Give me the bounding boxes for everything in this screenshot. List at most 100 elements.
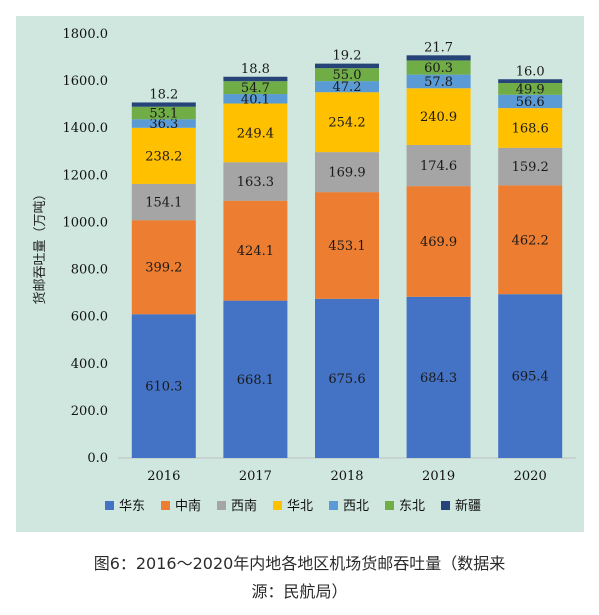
- data-label: 462.2: [512, 233, 549, 248]
- legend-label: 华北: [287, 499, 313, 514]
- bar-segment: [315, 192, 379, 299]
- bar-segment: [315, 81, 379, 93]
- data-label: 399.2: [145, 261, 182, 276]
- bar-segment: [131, 119, 196, 128]
- legend-label: 西南: [231, 498, 257, 514]
- bar-segment: [406, 88, 471, 145]
- y-tick-label: 1600.0: [63, 74, 109, 89]
- bar-segment: [406, 186, 471, 297]
- bar-segment: [223, 200, 288, 301]
- bar-segment: [406, 74, 471, 89]
- legend-label: 中南: [175, 498, 201, 514]
- data-label: 610.3: [145, 380, 182, 395]
- data-label: 40.1: [241, 92, 270, 107]
- y-tick-label: 800.0: [71, 263, 108, 278]
- data-label: 49.9: [516, 82, 545, 97]
- data-label: 36.3: [149, 117, 178, 132]
- data-label: 469.9: [420, 235, 457, 250]
- data-label: 238.2: [145, 149, 182, 164]
- legend-swatch: [105, 501, 114, 510]
- x-tick-label: 2018: [330, 469, 363, 484]
- data-label: 60.3: [424, 61, 453, 76]
- y-tick-label: 0.0: [87, 451, 108, 466]
- data-label: 154.1: [145, 196, 182, 211]
- legend-swatch: [161, 501, 170, 510]
- bar-segment: [498, 147, 563, 186]
- data-label: 19.2: [333, 49, 362, 64]
- legend-swatch: [441, 501, 450, 510]
- bar-segment: [498, 185, 563, 295]
- bar-segment: [223, 300, 288, 458]
- y-tick-label: 200.0: [71, 404, 108, 419]
- figure-caption: 图6：2016～2020年内地各地区机场货邮吞吐量（数据来 源：民航局）: [0, 550, 599, 606]
- bar-segment: [131, 127, 196, 184]
- data-label: 18.2: [149, 87, 178, 102]
- bar-segment: [131, 220, 196, 315]
- bar-segment: [406, 144, 471, 187]
- bar-segment: [315, 68, 379, 82]
- x-tick-label: 2020: [514, 469, 547, 484]
- y-tick-label: 400.0: [71, 357, 108, 372]
- caption-line-2: 源：民航局）: [251, 582, 348, 601]
- bar-segment: [131, 183, 196, 221]
- bar-segment: [223, 103, 288, 163]
- data-label: 57.8: [424, 75, 453, 90]
- data-label: 453.1: [328, 239, 365, 254]
- legend-label: 东北: [399, 499, 425, 514]
- bar-segment: [315, 63, 379, 69]
- data-label: 684.3: [420, 371, 457, 386]
- bar-segment: [131, 314, 196, 458]
- legend-swatch: [385, 501, 394, 510]
- y-axis-label: 货邮吞吐量（万吨）: [32, 187, 48, 304]
- bar-segment: [406, 60, 471, 75]
- data-label: 240.9: [420, 110, 457, 125]
- data-label: 249.4: [237, 126, 274, 141]
- bar-segment: [315, 152, 379, 193]
- bar-segment: [223, 81, 288, 95]
- bar-segment: [315, 298, 379, 458]
- legend-label: 新疆: [455, 498, 481, 514]
- y-tick-label: 1800.0: [63, 27, 109, 42]
- bar-segment: [223, 76, 288, 82]
- bar-segment: [315, 92, 379, 153]
- data-label: 54.7: [241, 81, 270, 96]
- x-tick-label: 2019: [422, 469, 455, 484]
- data-label: 47.2: [333, 80, 362, 95]
- y-tick-label: 600.0: [71, 310, 108, 325]
- data-label: 695.4: [512, 370, 549, 385]
- chart-panel: 0.0 200.0 400.0 600.0 800.0 1000.0 1200.0 1400.…: [16, 16, 584, 532]
- legend-label: 华东: [119, 499, 145, 514]
- bar-segment: [498, 108, 563, 148]
- data-label: 168.6: [512, 121, 549, 136]
- data-label: 668.1: [237, 373, 274, 388]
- data-label: 163.3: [237, 175, 274, 190]
- bar-segment: [406, 296, 471, 458]
- bar-segment: [498, 79, 563, 84]
- data-label: 424.1: [237, 244, 274, 259]
- y-tick-label: 1400.0: [63, 121, 109, 136]
- data-label: 53.1: [149, 106, 178, 121]
- data-label: 18.8: [241, 62, 270, 77]
- y-tick-label: 1200.0: [63, 168, 109, 183]
- data-label: 174.6: [420, 159, 457, 174]
- data-label: 21.7: [424, 40, 453, 55]
- data-label: 56.6: [516, 95, 545, 110]
- bar-segment: [498, 94, 563, 109]
- caption-line-1: 图6：2016～2020年内地各地区机场货邮吞吐量（数据来: [93, 554, 506, 573]
- legend-swatch: [217, 501, 226, 510]
- bar-segment: [131, 102, 196, 107]
- bar-segment: [406, 55, 471, 61]
- data-label: 254.2: [328, 116, 365, 131]
- data-label: 675.6: [328, 372, 365, 387]
- data-label: 169.9: [328, 166, 365, 181]
- legend-label: 西北: [343, 499, 369, 514]
- legend-swatch: [329, 501, 338, 510]
- bar-segment: [498, 294, 563, 458]
- data-label: 55.0: [333, 68, 362, 83]
- data-label: 159.2: [512, 160, 549, 175]
- bar-segment: [131, 106, 196, 120]
- stacked-bar-chart: 0.0 200.0 400.0 600.0 800.0 1000.0 1200.0 1400.…: [32, 27, 576, 514]
- bar-segment: [498, 83, 563, 95]
- y-tick-label: 1000.0: [63, 215, 109, 230]
- legend-swatch: [273, 501, 282, 510]
